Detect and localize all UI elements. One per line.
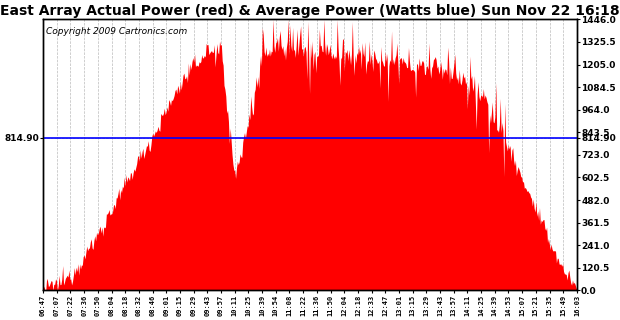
Title: East Array Actual Power (red) & Average Power (Watts blue) Sun Nov 22 16:18: East Array Actual Power (red) & Average …: [0, 4, 620, 18]
Text: Copyright 2009 Cartronics.com: Copyright 2009 Cartronics.com: [46, 28, 187, 36]
